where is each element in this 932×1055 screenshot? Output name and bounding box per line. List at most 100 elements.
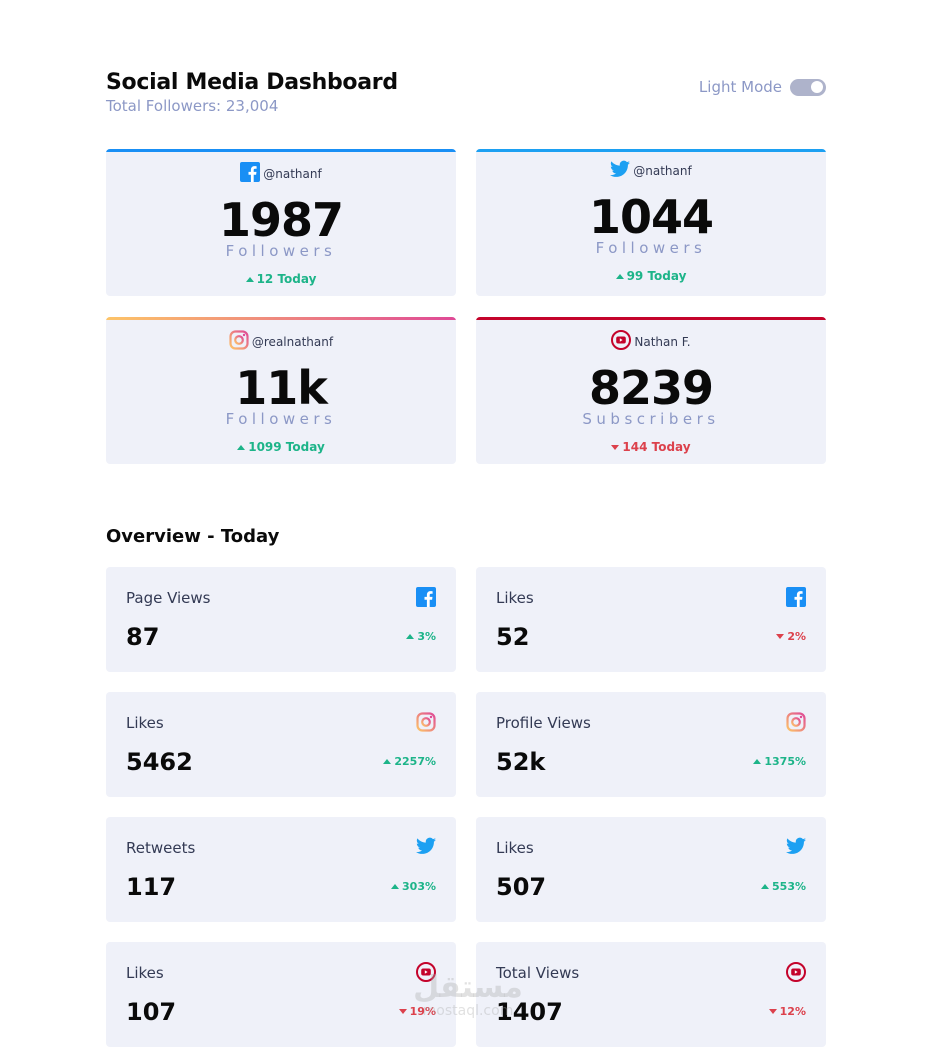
card-accent-stripe (106, 149, 456, 152)
arrow-up-icon (753, 759, 762, 764)
today-change-text: 99 Today (626, 269, 687, 283)
card-accent-stripe (476, 149, 826, 152)
today-change-text: 1099 Today (248, 440, 325, 454)
metric-value: 507 (496, 873, 547, 901)
arrow-up-icon (761, 884, 770, 889)
metric-change: 2257% (383, 755, 436, 768)
arrow-up-icon (406, 634, 415, 639)
theme-toggle-group: Light Mode (699, 78, 826, 96)
overview-title: Overview - Today (106, 526, 280, 547)
follower-unit: Followers (225, 242, 337, 260)
card-accent-stripe (476, 317, 826, 320)
twitter-icon (786, 837, 806, 859)
metric-label: Likes (496, 589, 534, 607)
metric-value: 87 (126, 623, 160, 651)
facebook-icon (786, 587, 806, 611)
twitter-icon (610, 160, 631, 181)
metric-value: 107 (126, 998, 177, 1026)
follower-count: 8239 (588, 361, 714, 415)
arrow-down-icon (398, 1009, 407, 1014)
metric-value: 52 (496, 623, 530, 651)
overview-card: Likes 107 19% (106, 942, 456, 1047)
metric-label: Retweets (126, 839, 196, 857)
overview-card: Likes 507 553% (476, 817, 826, 922)
watermark-latin: mostaql.com (422, 1003, 514, 1019)
card-handle: @realnathanf (106, 330, 456, 353)
overview-card: Likes 52 2% (476, 567, 826, 672)
arrow-up-icon (391, 884, 400, 889)
metric-change-text: 1375% (764, 755, 806, 768)
metric-change-text: 12% (779, 1005, 806, 1018)
metric-label: Likes (126, 714, 164, 732)
theme-toggle[interactable] (790, 78, 826, 96)
card-handle: @nathanf (476, 160, 826, 181)
follower-count: 11k (235, 361, 328, 415)
metric-change: 12% (768, 1005, 806, 1018)
metric-label: Likes (496, 839, 534, 857)
follower-unit: Subscribers (582, 410, 720, 428)
overview-card: Retweets 117 303% (106, 817, 456, 922)
followers-card-youtube: Nathan F. 8239 Subscribers 144 Today (476, 317, 826, 464)
today-change: 1099 Today (106, 440, 456, 454)
arrow-down-icon (768, 1009, 777, 1014)
arrow-down-icon (611, 444, 620, 450)
metric-change-text: 303% (402, 880, 436, 893)
metric-change: 2% (776, 630, 806, 643)
metric-change-text: 2257% (394, 755, 436, 768)
metric-change-text: 553% (772, 880, 806, 893)
metric-label: Likes (126, 964, 164, 982)
card-handle: @nathanf (106, 162, 456, 185)
arrow-down-icon (776, 634, 785, 639)
handle-text: Nathan F. (634, 334, 691, 349)
metric-value: 52k (496, 748, 546, 776)
metric-label: Total Views (496, 964, 580, 982)
metric-change-text: 19% (409, 1005, 436, 1018)
overview-card: Total Views 1407 12% (476, 942, 826, 1047)
follower-unit: Followers (595, 239, 707, 257)
arrow-up-icon (383, 759, 392, 764)
metric-value: 1407 (496, 998, 563, 1026)
follower-count: 1044 (588, 190, 714, 244)
youtube-icon (611, 330, 632, 353)
today-change: 12 Today (106, 272, 456, 286)
today-change: 144 Today (476, 440, 826, 454)
metric-change: 303% (391, 880, 436, 893)
toggle-knob (811, 81, 823, 93)
metric-value: 5462 (126, 748, 193, 776)
watermark: مستقل mostaql.com (408, 970, 528, 1019)
metric-change: 553% (761, 880, 806, 893)
metric-change: 19% (398, 1005, 436, 1018)
arrow-up-icon (615, 273, 624, 279)
card-accent-stripe (106, 317, 456, 320)
theme-mode-label: Light Mode (698, 78, 782, 96)
dashboard-header: Social Media Dashboard Total Followers: … (106, 70, 826, 122)
youtube-icon (416, 962, 436, 986)
metric-change: 3% (406, 630, 436, 643)
instagram-icon (786, 712, 806, 736)
handle-text: @nathanf (633, 163, 692, 178)
page-title: Social Media Dashboard (106, 70, 398, 95)
twitter-icon (416, 837, 436, 859)
today-change-text: 12 Today (256, 272, 317, 286)
facebook-icon (416, 587, 436, 611)
handle-text: @nathanf (263, 166, 322, 181)
metric-change-text: 3% (417, 630, 436, 643)
instagram-icon (229, 330, 249, 353)
handle-text: @realnathanf (251, 334, 334, 349)
watermark-arabic: مستقل (413, 970, 523, 1005)
metric-label: Page Views (126, 589, 211, 607)
today-change: 99 Today (476, 269, 826, 283)
total-followers: Total Followers: 23,004 (106, 97, 279, 115)
followers-card-facebook: @nathanf 1987 Followers 12 Today (106, 149, 456, 296)
metric-value: 117 (126, 873, 177, 901)
overview-card: Likes 5462 2257% (106, 692, 456, 797)
metric-label: Profile Views (496, 714, 591, 732)
card-handle: Nathan F. (476, 330, 826, 353)
metric-change-text: 2% (787, 630, 806, 643)
overview-card: Profile Views 52k 1375% (476, 692, 826, 797)
arrow-up-icon (245, 276, 254, 282)
followers-card-instagram: @realnathanf 11k Followers 1099 Today (106, 317, 456, 464)
followers-card-twitter: @nathanf 1044 Followers 99 Today (476, 149, 826, 296)
overview-card: Page Views 87 3% (106, 567, 456, 672)
arrow-up-icon (237, 444, 246, 450)
